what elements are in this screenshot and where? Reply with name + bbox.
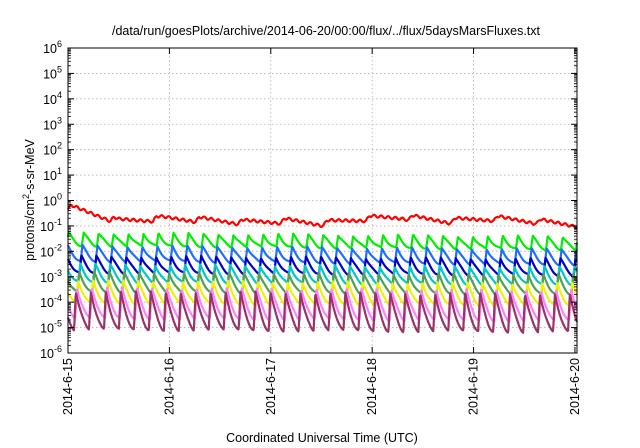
x-axis-label: Coordinated Universal Time (UTC) <box>226 431 418 445</box>
axis-ticks <box>67 47 577 354</box>
y-tick-label: 10-5 <box>40 319 62 336</box>
y-tick-label: 105 <box>43 64 62 81</box>
y-tick-label: 102 <box>43 141 62 158</box>
x-tick-label: 2014-6-19 <box>467 358 481 415</box>
series-line-7 <box>67 279 579 308</box>
y-tick-label: 104 <box>43 90 62 107</box>
series-line-2 <box>66 231 579 252</box>
series-group <box>66 203 579 334</box>
y-axis-label: protons/cm2-s-sr-MeV <box>21 138 37 260</box>
y-tick-label: 10-4 <box>40 293 62 310</box>
y-tick-label: 106 <box>43 39 62 56</box>
y-tick-label: 101 <box>43 166 62 183</box>
x-tick-label: 2014-6-20 <box>568 358 582 415</box>
x-tick-label: 2014-6-15 <box>61 358 75 415</box>
x-tick-label: 2014-6-16 <box>162 358 176 415</box>
y-tick-label: 10-3 <box>40 268 62 285</box>
x-tick-labels: 2014-6-15 2014-6-16 2014-6-17 2014-6-18 2014… <box>61 358 582 415</box>
x-tick-label: 2014-6-18 <box>365 358 379 415</box>
series-line-1 <box>66 203 578 230</box>
y-tick-label: 100 <box>43 192 62 209</box>
y-tick-label: 10-1 <box>40 217 62 234</box>
chart-title: /data/run/goesPlots/archive/2014-06-20/0… <box>112 24 541 38</box>
x-tick-label: 2014-6-17 <box>264 358 278 415</box>
y-tick-label: 10-2 <box>40 242 62 259</box>
series-line-4 <box>66 254 578 278</box>
series-line-8 <box>66 286 579 323</box>
series-line-9 <box>66 290 579 334</box>
y-tick-label: 103 <box>43 115 62 132</box>
series-line-3 <box>67 244 578 267</box>
y-tick-label: 10-6 <box>40 344 62 361</box>
y-tick-labels: 10-6 10-5 10-4 10-3 10-2 10-1 100 101 102 103 104 1… <box>40 39 62 361</box>
